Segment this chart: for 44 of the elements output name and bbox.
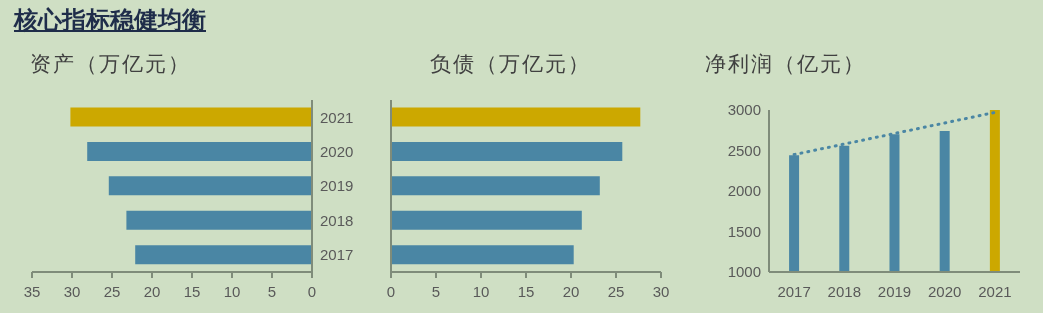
chart-title: 负债（万亿元） <box>430 51 591 78</box>
x-tick-label: 2021 <box>978 282 1012 300</box>
bar <box>391 107 641 127</box>
y-tick-label: 2000 <box>727 182 761 200</box>
chart-title: 净利润（亿元） <box>705 51 866 78</box>
chart-subtitle: 资产（万亿元） <box>30 51 191 78</box>
x-tick-label: 10 <box>472 282 490 300</box>
x-tick-label: 15 <box>517 282 535 300</box>
x-tick-label: 20 <box>562 282 580 300</box>
x-tick-label: 2017 <box>777 282 811 300</box>
bar <box>70 107 312 127</box>
x-tick-label: 35 <box>23 282 41 300</box>
x-tick-label: 25 <box>103 282 121 300</box>
bar <box>135 245 312 265</box>
y-tick-label: 1500 <box>727 222 761 240</box>
x-tick-label: 0 <box>307 282 317 300</box>
bar <box>108 176 312 196</box>
x-tick-label: 0 <box>386 282 396 300</box>
chart-title: 核心指标稳健均衡 <box>14 4 206 36</box>
bar <box>391 210 582 230</box>
x-tick-label: 5 <box>431 282 441 300</box>
x-tick-label: 30 <box>652 282 670 300</box>
x-tick-label: 20 <box>143 282 161 300</box>
y-tick-label: 2020 <box>320 142 354 160</box>
y-tick-label: 2018 <box>320 211 354 229</box>
x-tick-label: 2019 <box>877 282 912 300</box>
y-tick-label: 2500 <box>727 141 761 159</box>
x-tick-label: 5 <box>267 282 277 300</box>
y-tick-label: 1000 <box>727 263 761 281</box>
bar <box>126 210 312 230</box>
x-tick-label: 30 <box>63 282 81 300</box>
x-tick-label: 15 <box>183 282 201 300</box>
bar <box>87 141 312 161</box>
y-tick-label: 2017 <box>320 246 354 264</box>
x-tick-label: 10 <box>223 282 241 300</box>
y-tick-label: 3000 <box>727 101 761 119</box>
x-tick-label: 25 <box>607 282 625 300</box>
x-tick-label: 2020 <box>928 282 962 300</box>
x-tick-label: 2018 <box>827 282 861 300</box>
bar <box>391 141 623 161</box>
bar <box>391 176 600 196</box>
y-tick-label: 2019 <box>320 177 354 195</box>
y-tick-label: 2021 <box>320 108 354 126</box>
bar <box>391 245 574 265</box>
